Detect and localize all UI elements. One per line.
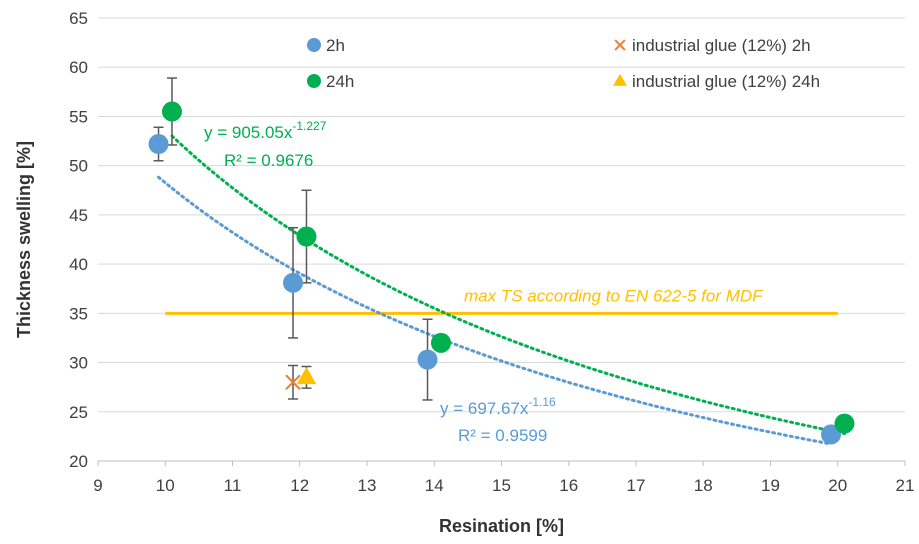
legend-marker <box>307 38 321 52</box>
legend: 2h 24h industrial glue (12%) 2h industrial … <box>307 36 820 91</box>
y-tick-label: 20 <box>69 452 88 471</box>
legend-label: 2h <box>326 36 345 55</box>
x-tick-label: 20 <box>828 476 847 495</box>
x-tick-label: 21 <box>896 476 915 495</box>
trendline-24h <box>170 134 846 436</box>
legend-label: 24h <box>326 72 354 91</box>
data-point <box>148 134 169 155</box>
x-axis-title: Resination [%] <box>439 516 564 536</box>
y-tick-label: 25 <box>69 403 88 422</box>
data-point <box>430 332 451 353</box>
legend-label: industrial glue (12%) 2h <box>632 36 811 55</box>
trendline-r2: R² = 0.9676 <box>224 151 313 170</box>
y-tick-label: 30 <box>69 354 88 373</box>
data-point <box>161 101 182 122</box>
data-point <box>283 272 304 293</box>
x-tick-label: 9 <box>93 476 102 495</box>
x-tick-label: 16 <box>559 476 578 495</box>
legend-marker <box>307 74 321 88</box>
y-tick-label: 45 <box>69 206 88 225</box>
y-tick-label: 65 <box>69 9 88 28</box>
x-tick-label: 19 <box>761 476 780 495</box>
reference-line-group: max TS according to EN 622-5 for MDF <box>165 286 838 315</box>
legend-marker <box>613 73 627 86</box>
y-axis-title: Thickness swelling [%] <box>14 141 34 338</box>
y-tick-label: 55 <box>69 107 88 126</box>
x-tick-label: 11 <box>224 476 242 495</box>
y-tick-label: 40 <box>69 255 88 274</box>
y-tick-label: 50 <box>69 157 88 176</box>
trendlines <box>157 134 846 446</box>
trendline-2h <box>157 175 833 446</box>
x-tick-label: 10 <box>156 476 175 495</box>
axes: 20 25 30 35 40 45 50 55 60 65 9 10 11 12 13 14 15 16 17 18 1… <box>14 9 914 536</box>
x-tick-label: 14 <box>425 476 444 495</box>
trendline-equation: y = 697.67x-1.16 <box>440 395 556 418</box>
x-tick-label: 18 <box>694 476 713 495</box>
data-point <box>296 226 317 247</box>
legend-label: industrial glue (12%) 24h <box>632 72 820 91</box>
x-tick-label: 13 <box>358 476 377 495</box>
data-point <box>821 424 842 445</box>
data-point <box>296 367 317 385</box>
trendline-equation: y = 905.05x-1.227 <box>204 119 327 142</box>
x-tick-label: 12 <box>290 476 309 495</box>
data-point <box>417 349 438 370</box>
y-tick-label: 60 <box>69 58 88 77</box>
trendline-r2: R² = 0.9599 <box>458 426 547 445</box>
annotations: y = 697.67x-1.16 R² = 0.9599 y = 905.05x-1… <box>204 119 556 445</box>
x-tick-label: 15 <box>492 476 511 495</box>
y-tick-label: 35 <box>69 304 88 323</box>
data-points <box>148 101 855 445</box>
data-point <box>834 413 855 434</box>
reference-line-label: max TS according to EN 622-5 for MDF <box>464 286 764 305</box>
data-point <box>285 374 301 390</box>
x-tick-label: 17 <box>627 476 646 495</box>
legend-marker <box>614 39 626 51</box>
